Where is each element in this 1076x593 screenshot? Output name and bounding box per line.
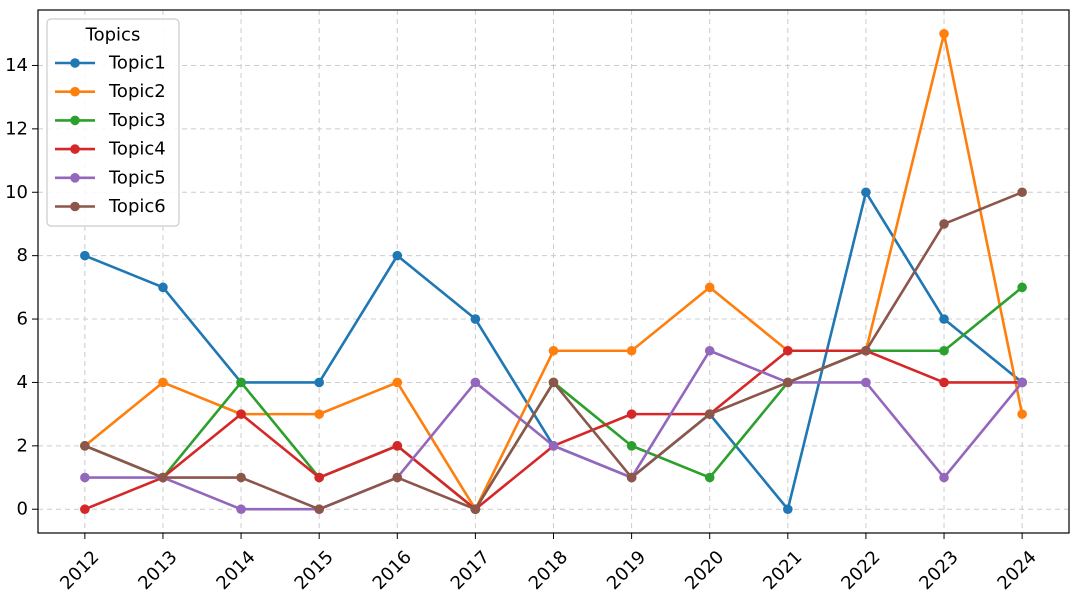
data-point [626, 441, 637, 451]
data-point [470, 377, 481, 388]
data-point [470, 504, 481, 515]
data-point [236, 472, 246, 483]
x-tick-label: 2024 [993, 547, 1040, 593]
data-point [626, 345, 637, 356]
data-point [783, 504, 793, 515]
data-point [704, 409, 715, 419]
legend: Topics Topic1 Topic2 Topic3 Topic4 Topic5 Topi… [46, 18, 180, 227]
x-tick-label: 2019 [603, 547, 650, 593]
data-point [626, 472, 637, 483]
data-point [1017, 282, 1027, 293]
x-tick-label: 2020 [681, 547, 728, 593]
data-point [861, 345, 871, 356]
data-point [704, 282, 715, 293]
data-point [80, 441, 90, 451]
data-point [392, 250, 403, 261]
x-tick-label: 2012 [56, 547, 103, 593]
data-point [80, 472, 90, 483]
data-point [939, 314, 949, 324]
data-point [861, 187, 871, 198]
legend-item: Topic2 [55, 81, 166, 102]
y-tick-label: 12 [5, 118, 28, 139]
legend-box [46, 18, 180, 227]
data-point [548, 345, 559, 356]
data-point [158, 282, 168, 293]
legend-swatch-marker [70, 115, 80, 126]
series-layer [80, 28, 1027, 515]
data-point [939, 472, 949, 483]
y-tick-label: 10 [5, 182, 28, 203]
y-tick-label: 2 [17, 435, 28, 456]
x-tick-label: 2021 [759, 547, 806, 593]
data-point [314, 377, 324, 388]
data-point [158, 377, 168, 388]
legend-title: Topics [85, 25, 141, 46]
x-tick-label: 2022 [837, 547, 884, 593]
legend-label: Topic3 [108, 110, 166, 131]
legend-item: Topic5 [55, 167, 166, 188]
data-point [314, 472, 324, 483]
legend-label: Topic5 [108, 167, 166, 188]
data-point [783, 377, 793, 388]
legend-item: Topic1 [55, 53, 166, 74]
y-tick-label: 8 [17, 245, 28, 266]
data-point [939, 28, 949, 39]
data-point [1017, 187, 1027, 198]
data-point [548, 377, 559, 388]
data-point [939, 377, 949, 388]
data-point [158, 472, 168, 483]
x-tick-label: 2015 [291, 547, 338, 593]
y-tick-label: 6 [17, 309, 28, 330]
data-point [236, 409, 246, 419]
grid [38, 10, 1069, 533]
data-point [470, 314, 481, 324]
data-point [1017, 377, 1027, 388]
legend-swatch-marker [70, 144, 80, 154]
x-tick-label: 2016 [369, 547, 416, 593]
data-point [392, 472, 403, 483]
y-tick-label: 0 [17, 499, 28, 520]
legend-swatch-marker [70, 173, 80, 183]
legend-item: Topic4 [55, 139, 166, 160]
legend-label: Topic4 [108, 139, 166, 160]
data-point [861, 377, 871, 388]
data-point [392, 377, 403, 388]
data-point [236, 377, 246, 388]
data-point [548, 441, 559, 451]
x-tick-label: 2018 [525, 547, 572, 593]
data-point [392, 441, 403, 451]
x-tick-label: 2023 [915, 547, 962, 593]
data-point [314, 409, 324, 419]
data-point [939, 345, 949, 356]
x-tick-label: 2017 [447, 547, 494, 593]
legend-swatch-marker [70, 86, 80, 97]
legend-label: Topic1 [108, 53, 166, 74]
y-tick-label: 4 [17, 372, 28, 393]
legend-swatch-marker [70, 201, 80, 212]
legend-swatch-marker [70, 58, 80, 68]
legend-item: Topic6 [55, 196, 166, 217]
data-point [704, 345, 715, 356]
data-point [1017, 409, 1027, 419]
data-point [80, 504, 90, 515]
y-tick-label: 14 [5, 55, 28, 76]
data-point [704, 472, 715, 483]
data-point [626, 409, 637, 419]
legend-item: Topic3 [55, 110, 166, 131]
series-topic6 [80, 187, 1027, 515]
data-point [939, 219, 949, 229]
data-point [783, 345, 793, 356]
data-point [80, 250, 90, 261]
x-tick-label: 2014 [212, 547, 259, 593]
legend-label: Topic2 [108, 81, 166, 102]
x-tick-label: 2013 [134, 547, 181, 593]
legend-label: Topic6 [108, 196, 166, 217]
data-point [314, 504, 324, 515]
data-point [236, 504, 246, 515]
